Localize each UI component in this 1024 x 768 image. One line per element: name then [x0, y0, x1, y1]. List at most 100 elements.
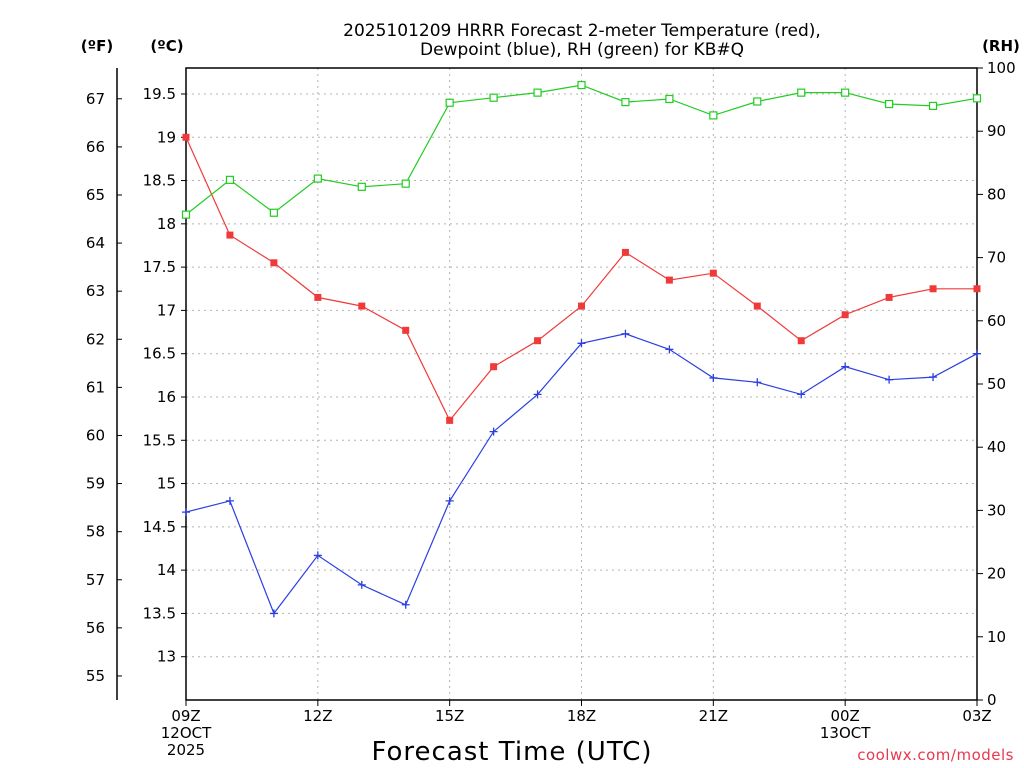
data-point: [489, 93, 498, 102]
time-tick-label: 00Z: [830, 707, 859, 725]
celsius-tick-label: 19.5: [143, 85, 176, 103]
rh-tick-label: 50: [987, 375, 1006, 393]
data-point: [885, 375, 894, 384]
rh-tick-label: 30: [987, 501, 1006, 519]
data-point: [577, 80, 586, 90]
data-point: [885, 99, 894, 109]
celsius-tick-label: 17: [157, 301, 176, 319]
celsius-axis: 13 13.5 14 14.5 15 15.5 16 16.5 17 17.5 18 18.5 19 19…: [143, 85, 186, 666]
data-point: [445, 496, 454, 505]
data-point: [928, 101, 938, 111]
fahrenheit-tick-label: 56: [86, 619, 105, 637]
celsius-tick-label: 17.5: [143, 258, 176, 276]
celsius-tick-label: 19: [157, 128, 176, 146]
data-point: [665, 345, 674, 354]
time-tick-label: 03Z: [962, 707, 991, 725]
data-point: [270, 259, 278, 267]
celsius-tick-label: 14.5: [143, 518, 176, 536]
celsius-tick-label: 18.5: [143, 172, 176, 190]
series-relative-humidity: [181, 80, 982, 219]
data-point: [841, 88, 850, 97]
data-point: [797, 88, 806, 97]
data-point: [841, 362, 850, 371]
fahrenheit-tick-label: 60: [86, 426, 105, 444]
series-layer: [181, 80, 982, 618]
data-point: [753, 302, 761, 310]
data-point: [973, 349, 981, 358]
plot-frame: [185, 67, 978, 701]
celsius-tick-label: 16: [157, 388, 176, 406]
time-tick-label: 2025: [167, 741, 205, 759]
data-point: [358, 302, 366, 310]
data-point: [797, 337, 805, 345]
data-point: [929, 373, 938, 382]
data-point: [181, 210, 191, 219]
fahrenheit-unit-label: (ºF): [81, 37, 113, 55]
rh-tick-label: 100: [987, 59, 1016, 77]
data-point: [621, 98, 630, 107]
celsius-tick-label: 13: [157, 648, 176, 666]
data-point: [313, 551, 322, 560]
fahrenheit-tick-label: 65: [86, 186, 105, 204]
credit-text: coolwx.com/models: [857, 746, 1014, 764]
fahrenheit-tick-label: 63: [86, 282, 105, 300]
data-point: [489, 427, 498, 436]
fahrenheit-tick-label: 66: [86, 138, 105, 156]
fahrenheit-tick-label: 57: [86, 571, 105, 589]
fahrenheit-tick-label: 67: [86, 90, 105, 108]
rh-tick-label: 20: [987, 565, 1006, 583]
celsius-tick-label: 16.5: [143, 345, 176, 363]
data-point: [709, 269, 717, 277]
fahrenheit-tick-label: 55: [86, 667, 105, 685]
x-axis-title: Forecast Time (UTC): [371, 737, 652, 767]
rh-tick-label: 90: [987, 122, 1006, 140]
time-tick-label: 15Z: [435, 707, 464, 725]
data-point: [445, 98, 454, 107]
series-dewpoint: [182, 329, 981, 618]
chart-title-line1: 2025101209 HRRR Forecast 2-meter Tempera…: [343, 21, 821, 41]
data-point: [269, 208, 278, 217]
data-point: [665, 276, 673, 284]
data-point: [533, 88, 542, 97]
time-tick-label: 09Z: [171, 707, 200, 725]
rh-unit-label: (RH): [982, 37, 1020, 55]
data-point: [446, 416, 454, 424]
data-point: [533, 390, 542, 399]
data-point: [313, 174, 322, 183]
data-point: [182, 133, 190, 141]
rh-tick-label: 60: [987, 312, 1006, 330]
grid-lines: [185, 68, 978, 700]
data-point: [182, 508, 190, 517]
fahrenheit-tick-label: 62: [86, 330, 105, 348]
data-point: [314, 293, 322, 301]
data-point: [269, 609, 278, 618]
data-point: [490, 363, 498, 371]
data-point: [226, 231, 234, 239]
time-tick-label: 12Z: [303, 707, 332, 725]
chart-title-line2: Dewpoint (blue), RH (green) for KB#Q: [420, 40, 744, 60]
rh-tick-label: 70: [987, 249, 1006, 267]
data-point: [357, 182, 366, 191]
data-point: [401, 600, 410, 609]
data-point: [973, 285, 981, 293]
data-point: [753, 97, 762, 106]
celsius-tick-label: 14: [157, 561, 176, 579]
data-point: [885, 293, 893, 301]
data-point: [357, 580, 366, 589]
time-tick-label: 18Z: [567, 707, 596, 725]
data-point: [665, 94, 674, 104]
fahrenheit-tick-label: 61: [86, 378, 105, 396]
fahrenheit-axis: 55 56 57 58 59 60 61 62 63 64 65 66 67: [86, 90, 122, 685]
fahrenheit-tick-label: 58: [86, 523, 105, 541]
celsius-tick-label: 15.5: [143, 431, 176, 449]
data-point: [402, 326, 410, 334]
fahrenheit-tick-label: 59: [86, 475, 105, 493]
data-point: [841, 311, 849, 319]
celsius-tick-label: 15: [157, 475, 176, 493]
series-temperature: [182, 133, 981, 424]
data-point: [577, 339, 586, 348]
time-tick-label: 13OCT: [820, 724, 871, 742]
data-point: [753, 378, 762, 387]
rh-tick-label: 80: [987, 185, 1006, 203]
